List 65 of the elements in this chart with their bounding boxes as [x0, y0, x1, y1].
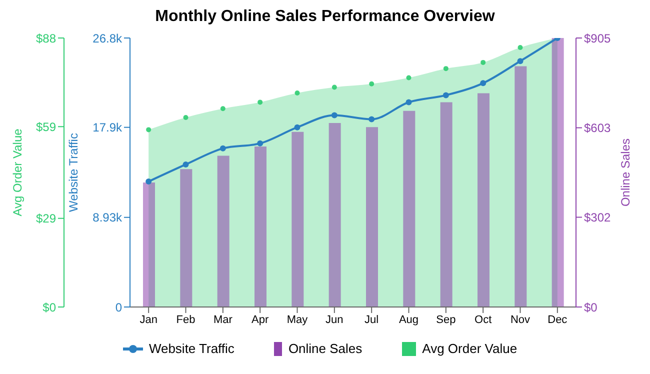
point [480, 60, 486, 65]
bar [292, 132, 304, 307]
bar [180, 169, 192, 307]
y-tick-label: 0 [115, 300, 122, 314]
y2-axis-title: Online Sales [618, 138, 632, 207]
x-tick-label: Oct [474, 314, 492, 326]
y2-tick-label: $0 [584, 300, 598, 314]
x-tick-label: Sep [436, 314, 456, 326]
point [182, 161, 189, 168]
point [258, 100, 263, 105]
x-tick-label: Jan [140, 314, 158, 326]
y2-tick-label: $302 [584, 210, 612, 224]
point [517, 58, 524, 64]
point [294, 124, 300, 130]
point [257, 140, 264, 146]
bar [217, 156, 230, 307]
legend-label: Online Sales [288, 341, 362, 356]
point [331, 112, 338, 118]
x-tick-label: Dec [548, 314, 568, 326]
y3-axis-title: Avg Order Value [10, 128, 24, 216]
x-tick-label: Jul [364, 314, 379, 326]
y2-tick-label: $603 [584, 121, 612, 136]
x-tick-label: Mar [213, 314, 233, 326]
bar [552, 38, 564, 307]
point [294, 90, 300, 96]
bar [143, 182, 155, 307]
point [368, 116, 375, 122]
point [332, 84, 337, 90]
point [183, 114, 188, 120]
bar [478, 93, 490, 307]
y3-tick-label: $0 [42, 300, 56, 314]
x-tick-label: Jun [326, 314, 344, 326]
legend-label: Avg Order Value [422, 341, 518, 356]
y-tick-label: 8.93k [92, 210, 123, 225]
bar [440, 102, 452, 307]
point [442, 92, 449, 98]
y3-tick-label: $29 [36, 212, 56, 226]
x-tick-label: Apr [252, 314, 269, 326]
point [146, 127, 152, 132]
x-tick-label: May [286, 314, 308, 326]
point [146, 178, 152, 185]
point [518, 44, 523, 50]
bar [403, 110, 416, 307]
point [406, 99, 412, 106]
y3-tick-label: $88 [36, 31, 56, 46]
point [406, 75, 412, 80]
point [480, 80, 486, 86]
bar [366, 127, 378, 307]
chart-title: Monthly Online Sales Performance Overview [154, 8, 496, 27]
y-axis-title: Website Traffic [66, 133, 80, 212]
point [220, 106, 226, 112]
bar [514, 66, 527, 307]
y2-tick-label: $905 [584, 31, 612, 46]
x-tick-label: Nov [510, 314, 531, 326]
bar [328, 123, 341, 307]
x-tick-label: Aug [398, 314, 419, 326]
x-tick-label: Feb [176, 314, 196, 326]
point [443, 66, 448, 72]
point [220, 145, 226, 152]
bar [254, 146, 266, 307]
y-tick-label: 26.8k [92, 31, 123, 46]
y3-tick-label: $59 [36, 120, 56, 134]
point [369, 81, 374, 86]
y-tick-label: 17.9k [92, 120, 123, 135]
legend-label: Website Traffic [148, 341, 234, 356]
